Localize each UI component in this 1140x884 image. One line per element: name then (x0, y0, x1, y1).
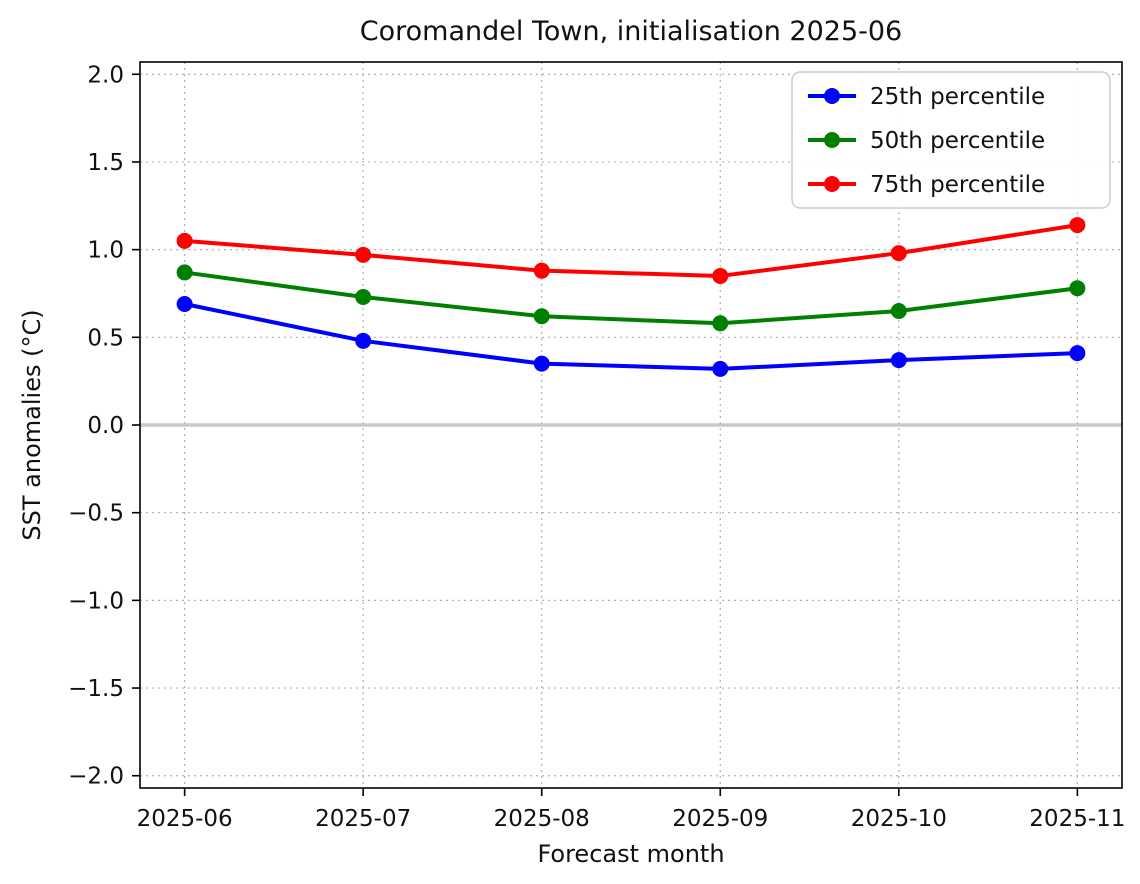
data-point (712, 267, 729, 284)
chart-title: Coromandel Town, initialisation 2025-06 (359, 16, 903, 47)
data-point (533, 308, 550, 325)
data-point (890, 303, 907, 320)
data-point (176, 232, 193, 249)
legend: 25th percentile 50th percentile 75th perce… (791, 71, 1111, 209)
data-point (1069, 345, 1086, 362)
data-point (355, 246, 372, 263)
legend-label: 25th percentile (870, 84, 1045, 110)
x-tick-label: 2025-06 (137, 806, 233, 832)
x-tick-label: 2025-11 (1029, 806, 1125, 832)
y-tick-label: 2.0 (87, 62, 124, 88)
data-point (890, 245, 907, 262)
y-tick-label: −2.0 (68, 764, 124, 790)
y-tick-label: −0.5 (68, 501, 124, 527)
y-tick-label: 0.0 (87, 413, 124, 439)
y-tick-label: 0.5 (87, 325, 124, 351)
legend-sample-marker (824, 176, 840, 192)
data-point (533, 262, 550, 279)
series-line (182, 270, 1080, 326)
x-tick-label: 2025-08 (494, 806, 590, 832)
x-axis-label: Forecast month (537, 840, 725, 868)
legend-label: 50th percentile (870, 128, 1045, 154)
legend-box (791, 71, 1111, 209)
y-tick-label: −1.0 (68, 588, 124, 614)
data-point (176, 264, 193, 281)
data-point (712, 315, 729, 332)
series-line (182, 302, 1080, 371)
data-point (533, 355, 550, 372)
data-point (712, 360, 729, 377)
axis-ticks: 2025-06 2025-07 2025-08 2025-09 2025-10 2025-… (68, 62, 1125, 832)
data-point (1069, 217, 1086, 234)
x-tick-label: 2025-10 (851, 806, 947, 832)
y-tick-label: −1.5 (68, 676, 124, 702)
y-tick-label: 1.5 (87, 150, 124, 176)
y-tick-label: 1.0 (87, 238, 124, 264)
legend-sample-marker (824, 88, 840, 104)
series-line (182, 223, 1080, 278)
x-tick-label: 2025-07 (315, 806, 411, 832)
data-point (355, 332, 372, 349)
legend-label: 75th percentile (870, 172, 1045, 198)
series (176, 217, 1086, 377)
data-point (1069, 280, 1086, 297)
data-point (890, 352, 907, 369)
data-point (176, 296, 193, 312)
data-point (355, 288, 372, 305)
legend-sample-marker (824, 132, 840, 148)
x-tick-label: 2025-09 (672, 806, 768, 832)
